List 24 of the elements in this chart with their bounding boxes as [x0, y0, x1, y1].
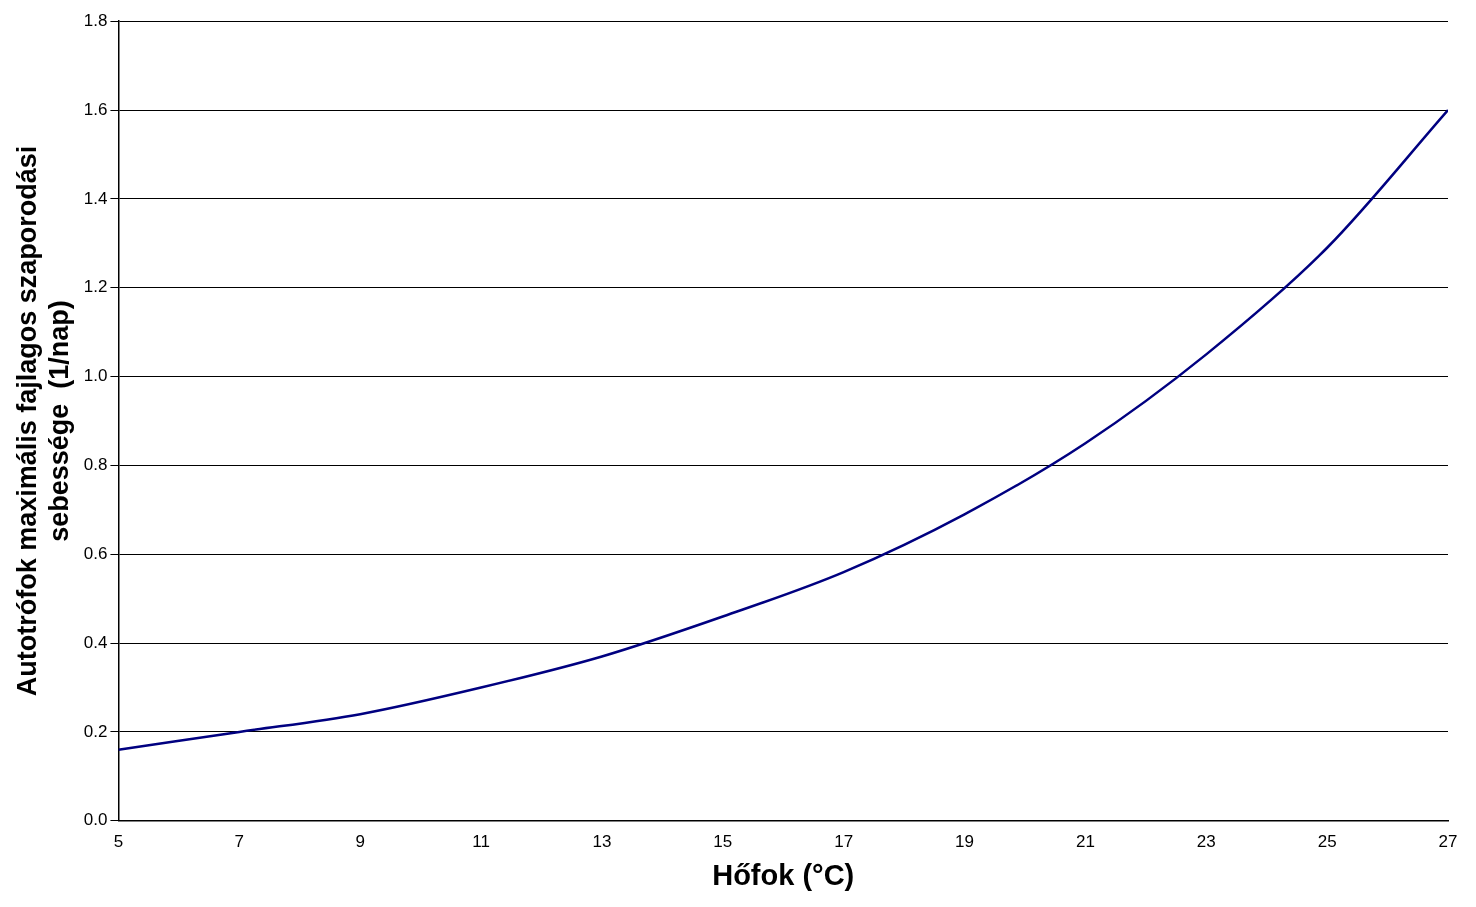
x-tick-label: 27: [1438, 831, 1458, 851]
x-tick-label: 7: [234, 831, 245, 851]
y-tick-label: 0.2: [83, 721, 108, 741]
x-axis-title: Hőfok (°C): [712, 858, 855, 891]
y-tick-label: 1.8: [83, 10, 108, 30]
x-tick-label: 15: [713, 831, 733, 851]
y-tick-label: 1.0: [83, 366, 108, 386]
y-tick-label: 0.4: [83, 632, 108, 652]
y-tick-label: 1.2: [83, 277, 108, 297]
y-tick-label: 0.8: [83, 455, 108, 475]
y-axis-title: Autotrófok maximális fajlagos szaporodási sebessége (1/nap): [11, 145, 75, 697]
y-tick-label: 0.6: [83, 543, 108, 563]
x-tick-label: 19: [955, 831, 974, 851]
y-tick-label: 1.4: [83, 188, 108, 208]
x-tick-label: 5: [113, 831, 124, 851]
x-tick-label: 9: [355, 831, 365, 851]
x-tick-label: 13: [592, 831, 612, 851]
y-tick-label: 0.0: [83, 810, 108, 830]
x-tick-label: 21: [1075, 831, 1095, 851]
x-tick-label: 23: [1196, 831, 1216, 851]
x-tick-label: 25: [1317, 831, 1337, 851]
x-tick-label: 17: [834, 831, 854, 851]
x-tick-label: 11: [472, 831, 490, 851]
y-tick-label: 1.6: [83, 99, 108, 119]
